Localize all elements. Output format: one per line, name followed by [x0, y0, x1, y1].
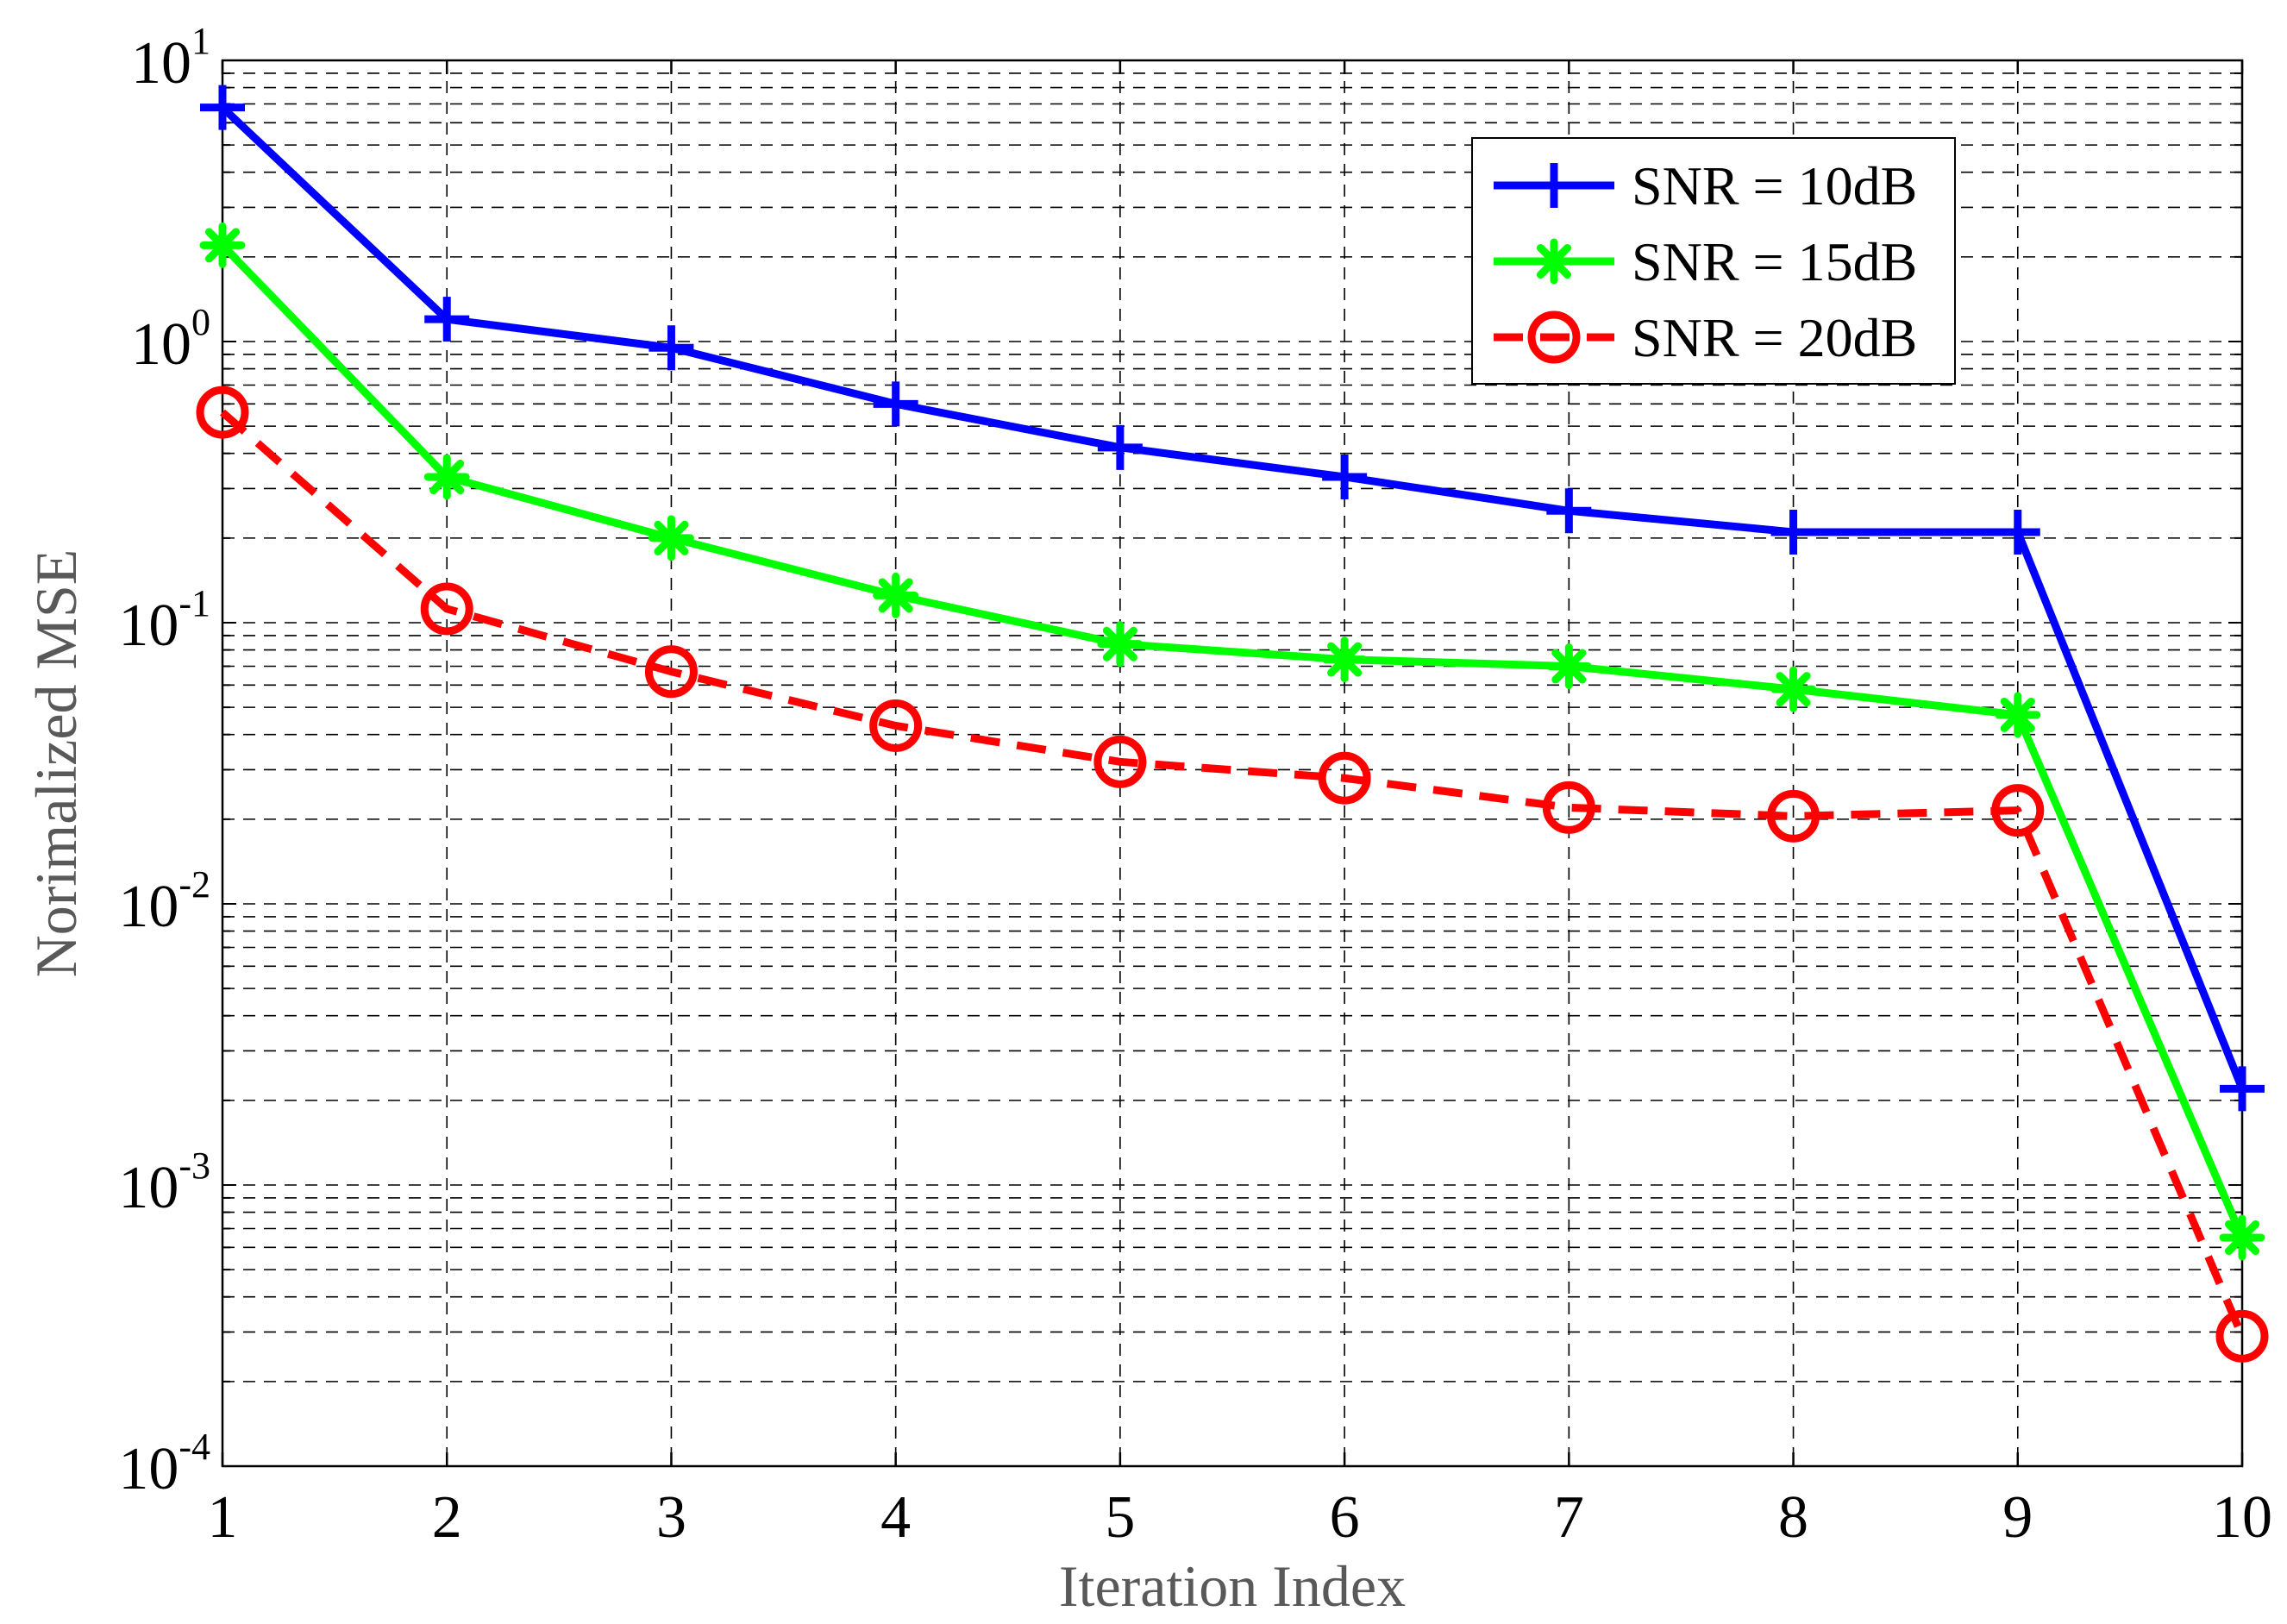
point-marker [1531, 238, 1577, 285]
point-marker [869, 699, 923, 752]
y-tick-label: 10-3 [118, 1144, 210, 1221]
point-marker [1318, 751, 1371, 805]
y-axis-title: Norimalized MSE [23, 549, 89, 978]
legend-entry: SNR = 20dB [1494, 307, 1917, 368]
x-tick-label: 3 [656, 1484, 686, 1551]
x-tick-label: 5 [1105, 1484, 1135, 1551]
legend-label: SNR = 20dB [1632, 307, 1917, 368]
point-marker [2219, 1214, 2265, 1261]
point-marker [1991, 784, 2045, 837]
series-layer [196, 85, 2269, 1363]
x-tick-label: 7 [1554, 1484, 1584, 1551]
point-marker [649, 325, 694, 371]
point-marker [1527, 310, 1581, 364]
legend-entry: SNR = 15dB [1494, 231, 1917, 292]
legend-label: SNR = 15dB [1632, 231, 1917, 292]
x-tick-label: 2 [432, 1484, 462, 1551]
point-marker [1995, 509, 2040, 555]
y-tick-label: 101 [131, 20, 210, 97]
point-marker [200, 85, 245, 130]
point-marker [1767, 789, 1820, 843]
axis-ticks: 1 2 3 4 5 6 7 8 9 10 101 100 10-1 10-2 10-3 10-4 [118, 20, 2272, 1551]
point-marker [1770, 509, 1816, 555]
legend: SNR = 10dB SNR = 15dB SNR = 20dB [1471, 137, 1956, 385]
legend-entry: SNR = 10dB [1494, 155, 1917, 216]
point-marker [648, 515, 694, 561]
series-line [219, 242, 2246, 1239]
y-tick-label: 10-4 [118, 1426, 210, 1502]
point-marker [1542, 781, 1595, 834]
series-line [220, 409, 2246, 1339]
series-3 [196, 386, 2269, 1363]
point-marker [873, 381, 918, 427]
point-marker [644, 645, 698, 699]
x-tick-label: 9 [2002, 1484, 2033, 1551]
point-marker [1322, 454, 1368, 499]
point-marker [1097, 621, 1144, 668]
point-marker [1321, 636, 1368, 683]
point-marker [196, 386, 249, 439]
x-tick-label: 6 [1330, 1484, 1360, 1551]
x-axis-title: Iteration Index [1059, 1553, 1406, 1619]
point-marker [1097, 424, 1143, 470]
point-marker [1995, 692, 2041, 738]
point-marker [1545, 643, 1592, 689]
series-2 [199, 222, 2265, 1261]
point-marker [2220, 1066, 2265, 1112]
series-1 [200, 85, 2265, 1112]
point-marker [1093, 735, 1147, 788]
x-tick-label: 4 [880, 1484, 911, 1551]
y-tick-label: 100 [131, 301, 210, 378]
x-tick-label: 1 [208, 1484, 238, 1551]
x-tick-label: 8 [1778, 1484, 1808, 1551]
point-marker [424, 297, 470, 342]
series-line [219, 104, 2246, 1091]
point-marker [2215, 1309, 2269, 1363]
point-marker [199, 222, 246, 268]
y-tick-label: 10-1 [118, 582, 210, 659]
point-marker [1532, 163, 1576, 208]
point-marker [1770, 666, 1817, 712]
y-tick-label: 10-2 [118, 863, 210, 940]
point-marker [420, 582, 473, 636]
point-marker [1546, 488, 1592, 534]
legend-label: SNR = 10dB [1632, 155, 1917, 216]
plot-area-frame [221, 59, 2244, 1468]
point-marker [423, 454, 470, 500]
point-marker [873, 572, 919, 618]
x-tick-label: 10 [2212, 1484, 2272, 1551]
